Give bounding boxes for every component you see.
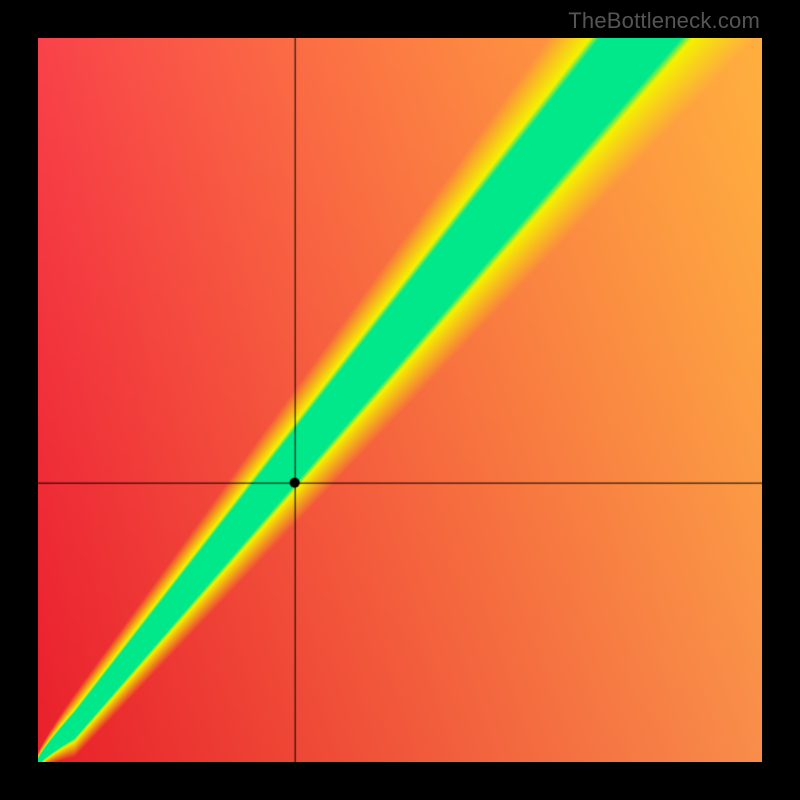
chart-container: TheBottleneck.com (0, 0, 800, 800)
watermark-text: TheBottleneck.com (568, 8, 760, 34)
bottleneck-heatmap (38, 38, 762, 762)
